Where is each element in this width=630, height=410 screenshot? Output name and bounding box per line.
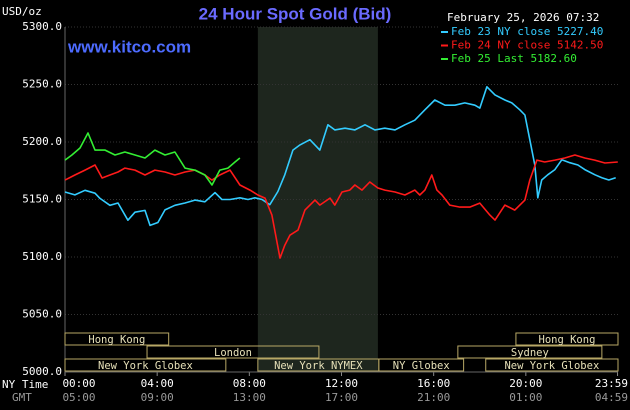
session-label: Sydney	[511, 347, 549, 359]
legend-box	[438, 9, 628, 67]
session-bar	[64, 332, 170, 346]
y-tick-label: 5100.0	[22, 250, 62, 263]
x-tick-label: 12:00	[325, 377, 358, 390]
y-tick-label: 5000.0	[22, 365, 62, 378]
session-bar	[515, 332, 619, 346]
x2-tick-label: 04:59	[595, 391, 628, 404]
session-label: New York NYMEX	[274, 360, 363, 372]
y-tick-label: 5150.0	[22, 193, 62, 206]
x2-tick-label: 05:00	[62, 391, 95, 404]
series-line	[64, 154, 618, 259]
session-label: New York Globex	[98, 360, 193, 372]
session-bar	[485, 358, 619, 372]
plot-area	[64, 26, 619, 376]
chart-title: 24 Hour Spot Gold (Bid)	[199, 4, 392, 23]
session-label: Hong Kong	[88, 334, 145, 346]
session-bar	[378, 358, 465, 372]
x2-tick-label: 01:00	[509, 391, 542, 404]
x-tick-label: 16:00	[417, 377, 450, 390]
timestamp: February 25, 2026 07:32	[447, 11, 599, 24]
session-label: London	[214, 347, 252, 359]
session-bar	[457, 345, 603, 359]
x-tick-label: 23:59	[595, 377, 628, 390]
legend-label: Feb 25 Last 5182.60	[451, 52, 577, 65]
x2-tick-label: 09:00	[141, 391, 174, 404]
x2-tick-label: 17:00	[325, 391, 358, 404]
x2-tick-label: 13:00	[233, 391, 266, 404]
session-label: Hong Kong	[539, 334, 596, 346]
legend-label: Feb 23 NY close 5227.40	[451, 25, 603, 38]
y-tick-label: 5200.0	[22, 135, 62, 148]
y-tick-label: 5050.0	[22, 308, 62, 321]
session-label: NY Globex	[393, 360, 450, 372]
legend-label: Feb 24 NY close 5142.50	[451, 39, 603, 52]
x-label: NY Time	[2, 378, 48, 391]
x2-tick-label: 21:00	[417, 391, 450, 404]
x-tick-label: 08:00	[233, 377, 266, 390]
x-tick-label: 04:00	[141, 377, 174, 390]
y-tick-label: 5250.0	[22, 78, 62, 91]
y-tick-label: 5300.0	[22, 20, 62, 33]
series-line	[64, 86, 616, 227]
session-bar	[64, 358, 227, 372]
series-line	[64, 132, 241, 186]
x-tick-label: 00:00	[62, 377, 95, 390]
session-bar	[146, 345, 320, 359]
x-tick-label: 20:00	[509, 377, 542, 390]
x2-label: GMT	[12, 391, 32, 404]
watermark: www.kitco.com	[67, 37, 191, 56]
y-unit: USD/oz	[2, 5, 42, 18]
session-label: New York Globex	[504, 360, 599, 372]
